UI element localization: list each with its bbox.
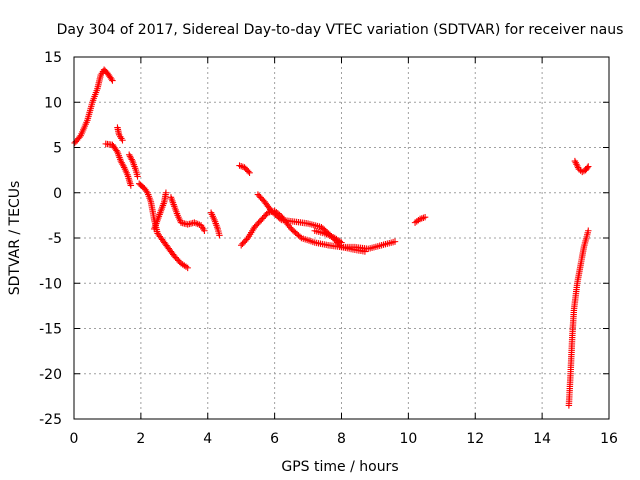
- data-point: [585, 163, 592, 170]
- y-tick-label: -15: [39, 322, 62, 338]
- y-tick-label: -20: [39, 367, 62, 383]
- data-point: [216, 232, 223, 239]
- data-point: [201, 227, 208, 234]
- data-point: [584, 164, 591, 171]
- tick-labels: 0 2 4 6 8 10 12 14 16 -25 -20 -15 -10 -5 0 5 10 15: [39, 50, 618, 447]
- data-point: [184, 264, 191, 272]
- data-point: [245, 168, 252, 175]
- data-point: [243, 236, 250, 243]
- x-tick-label: 14: [533, 431, 551, 447]
- x-tick-label: 6: [270, 431, 279, 447]
- ticks: [73, 56, 610, 420]
- data-point: [391, 238, 399, 245]
- data-point: [109, 77, 116, 84]
- data-point: [421, 213, 429, 221]
- y-tick-label: 0: [53, 186, 62, 202]
- y-tick-label: -25: [39, 412, 62, 428]
- y-tick-label: 5: [53, 141, 62, 157]
- x-axis-label: GPS time / hours: [281, 459, 398, 475]
- x-tick-label: 0: [70, 431, 79, 447]
- chart-title: Day 304 of 2017, Sidereal Day-to-day VTE…: [57, 22, 624, 38]
- y-tick-label: -10: [39, 276, 62, 292]
- grid: [74, 57, 609, 419]
- y-axis-label: SDTVAR / TECUs: [7, 181, 23, 296]
- y-tick-label: 15: [44, 50, 62, 66]
- data-point: [113, 147, 120, 154]
- data-point: [127, 182, 135, 189]
- data-point: [162, 189, 170, 196]
- data-point: [276, 215, 284, 222]
- data-point: [296, 233, 304, 240]
- y-tick-label: -5: [48, 231, 62, 247]
- data-point: [134, 173, 141, 180]
- y-tick-label: 10: [44, 95, 62, 111]
- data-point: [585, 227, 592, 234]
- x-tick-label: 12: [466, 431, 484, 447]
- data-point: [246, 169, 253, 177]
- data-point: [143, 188, 150, 195]
- data-point: [361, 248, 369, 255]
- x-tick-label: 10: [399, 431, 417, 447]
- data-point: [108, 75, 115, 83]
- data-point: [76, 133, 83, 141]
- data-point: [194, 220, 201, 228]
- x-tick-label: 8: [337, 431, 346, 447]
- data-point: [119, 137, 126, 144]
- x-tick-label: 4: [203, 431, 212, 447]
- data-points: [71, 66, 592, 409]
- data-point: [338, 239, 345, 246]
- x-tick-label: 2: [136, 431, 145, 447]
- x-tick-label: 16: [600, 431, 618, 447]
